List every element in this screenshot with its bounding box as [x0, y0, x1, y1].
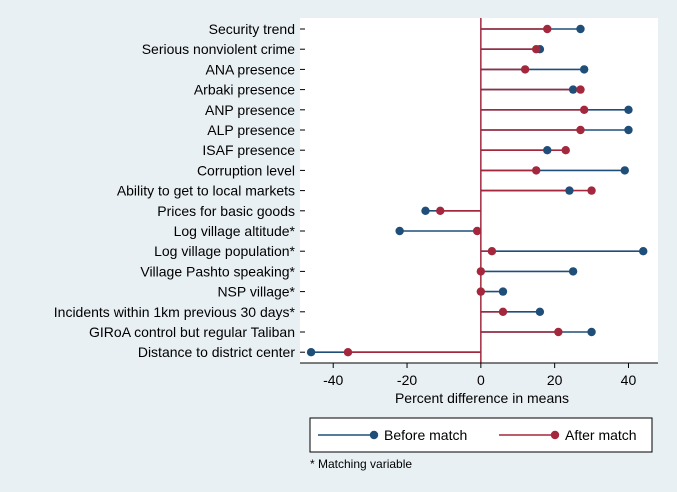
row-label: Prices for basic goods	[157, 203, 295, 219]
row-2: ANA presence	[206, 61, 589, 77]
footnote: * Matching variable	[310, 457, 412, 471]
row-label: Ability to get to local markets	[117, 183, 295, 199]
row-label: Arbaki presence	[194, 82, 295, 98]
before-match-point	[568, 267, 578, 276]
row-11: Log village population*	[154, 243, 648, 259]
before-match-point	[535, 307, 545, 316]
after-match-point	[532, 166, 541, 175]
row-label: Distance to district center	[138, 344, 296, 360]
before-match-point	[576, 24, 585, 34]
after-match-point	[343, 348, 353, 357]
after-match-point	[554, 327, 563, 337]
before-match-point	[395, 226, 404, 236]
x-tick-label: -20	[397, 372, 417, 388]
row-8: Ability to get to local markets	[117, 183, 596, 199]
legend-label: After match	[565, 427, 637, 443]
before-match-point	[624, 105, 633, 115]
after-match-point	[498, 307, 508, 316]
before-match-point	[543, 146, 552, 155]
row-12: Village Pashto speaking*	[140, 263, 578, 279]
after-match-point	[579, 105, 589, 115]
after-match-point	[476, 267, 486, 276]
plot-area	[300, 18, 658, 363]
after-match-point	[476, 287, 486, 296]
after-match-point	[543, 24, 552, 34]
after-match-point	[520, 65, 530, 74]
before-match-point	[565, 186, 574, 195]
before-match-point	[587, 327, 596, 337]
row-label: Serious nonviolent crime	[142, 41, 296, 57]
x-axis-label: Percent difference in means	[395, 390, 569, 406]
row-7: Corruption level	[197, 162, 629, 178]
row-13: NSP village*	[217, 284, 508, 300]
row-label: GIRoA control but regular Taliban	[89, 324, 295, 340]
before-match-point	[568, 85, 578, 94]
row-label: Corruption level	[197, 162, 295, 178]
row-9: Prices for basic goods	[157, 203, 481, 219]
row-5: ALP presence	[207, 122, 633, 138]
before-match-point	[421, 206, 430, 215]
row-15: GIRoA control but regular Taliban	[89, 324, 596, 340]
x-tick-label: 0	[477, 372, 485, 388]
legend: Before match After match	[318, 427, 637, 443]
before-match-point	[624, 125, 633, 135]
after-match-point	[587, 186, 596, 195]
row-1: Serious nonviolent crime	[142, 41, 545, 57]
before-match-point	[639, 247, 648, 256]
x-tick-label: 20	[547, 372, 563, 388]
after-match-point	[561, 146, 570, 155]
row-4: ANP presence	[205, 102, 633, 118]
after-match-point	[436, 206, 445, 215]
before-match-point	[579, 65, 589, 74]
row-label: NSP village*	[217, 284, 295, 300]
after-match-point	[576, 125, 585, 135]
after-match-point	[576, 85, 585, 94]
before-match-point	[498, 287, 508, 296]
row-16: Distance to district center	[138, 344, 481, 360]
row-label: Village Pashto speaking*	[140, 263, 295, 279]
rows-group: Security trend Serious nonviolent crime AN…	[54, 21, 648, 360]
before-match-point	[620, 166, 629, 175]
row-label: ISAF presence	[202, 142, 295, 158]
after-match-point	[487, 247, 497, 256]
row-label: Incidents within 1km previous 30 days*	[54, 304, 296, 320]
row-6: ISAF presence	[202, 142, 570, 158]
legend-swatch-point	[550, 430, 560, 440]
row-label: ANA presence	[206, 61, 296, 77]
x-ticks-group: -40 -20 0 20 40	[323, 363, 636, 388]
row-label: Security trend	[209, 21, 295, 37]
row-label: ANP presence	[205, 102, 295, 118]
row-label: Log village altitude*	[174, 223, 296, 239]
row-14: Incidents within 1km previous 30 days*	[54, 304, 545, 320]
row-10: Log village altitude*	[174, 223, 482, 239]
row-3: Arbaki presence	[194, 82, 585, 98]
row-label: ALP presence	[207, 122, 295, 138]
row-0: Security trend	[209, 21, 585, 37]
legend-swatch-point	[369, 430, 379, 440]
after-match-point	[472, 226, 482, 236]
x-tick-label: 40	[621, 372, 637, 388]
legend-label: Before match	[384, 427, 467, 443]
before-match-point	[306, 348, 316, 357]
after-match-point	[532, 45, 541, 54]
row-label: Log village population*	[154, 243, 295, 259]
x-tick-label: -40	[323, 372, 343, 388]
